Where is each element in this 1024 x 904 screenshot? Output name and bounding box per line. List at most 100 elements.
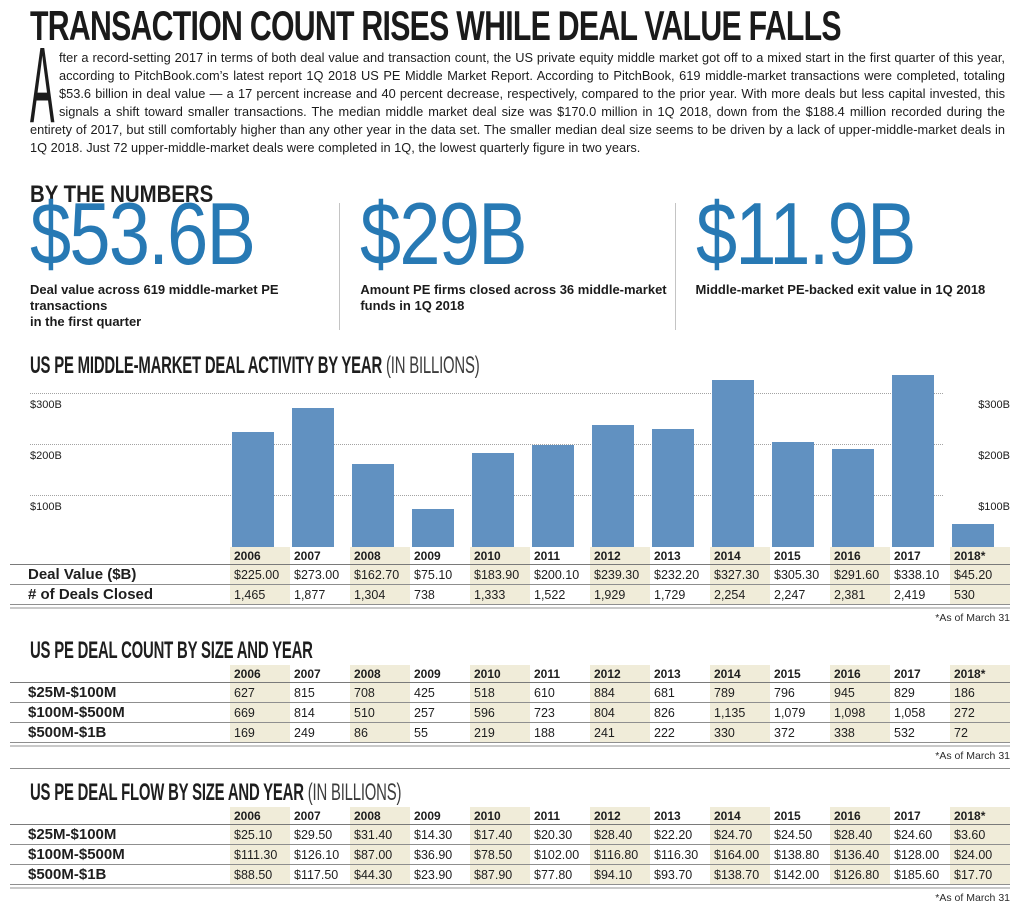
table-cell: 55 — [414, 725, 428, 740]
table-cell: 241 — [590, 723, 650, 742]
table-cell: $126.10 — [294, 847, 340, 862]
table-cell: 669 — [230, 703, 290, 722]
bar-2008 — [352, 464, 394, 547]
table-cell: $232.20 — [654, 567, 700, 582]
table-cell: $75.10 — [414, 567, 453, 582]
table-cell: $200.10 — [534, 567, 580, 582]
row-label: $500M-$1B — [28, 724, 107, 741]
year-header-cell: 2007 — [294, 666, 321, 681]
year-header-cell: 2008 — [350, 547, 410, 564]
table-cell: $138.80 — [774, 847, 820, 862]
deal-count-table: 2006 2007 2008 2009 2010 2011 2012 2013 2014 2015… — [10, 665, 1010, 747]
table-cell: $126.80 — [830, 865, 890, 884]
table-cell: 1,522 — [534, 587, 566, 602]
table-cell: $31.40 — [350, 825, 410, 844]
year-header-row: 2006 2007 2008 2009 2010 2011 2012 2013 2014 2015… — [10, 807, 1010, 825]
table-cell: $291.60 — [830, 565, 890, 584]
table-cell: $20.30 — [534, 827, 573, 842]
table-cell: 814 — [294, 705, 315, 720]
year-header-cell: 2010 — [470, 665, 530, 682]
table-cell: 829 — [894, 685, 915, 700]
table-cell: $77.80 — [534, 867, 573, 882]
year-header-cell: 2006 — [230, 547, 290, 564]
year-header-cell: 2008 — [350, 807, 410, 824]
table-cell: 249 — [294, 725, 315, 740]
bar-column — [890, 374, 950, 547]
bar-2010 — [472, 453, 514, 547]
table-cell: $87.00 — [350, 845, 410, 864]
stat-value-3: $11.9B — [695, 184, 916, 283]
table-cell: 826 — [654, 705, 675, 720]
bar-2017 — [892, 375, 934, 547]
bar-2015 — [772, 442, 814, 547]
bar-2016 — [832, 449, 874, 547]
table-row: $100M-$500M $111.30 $126.10 $87.00 $36.90 $78… — [10, 845, 1010, 865]
year-header-cell: 2009 — [414, 548, 441, 563]
table-cell: $111.30 — [230, 845, 290, 864]
year-header-cell: 2012 — [590, 807, 650, 824]
stat-deal-value: $53.6B Deal value across 619 middle-mark… — [30, 184, 339, 330]
table-cell: $162.70 — [350, 565, 410, 584]
table-cell: $87.90 — [470, 865, 530, 884]
row-label: $25M-$100M — [28, 684, 117, 701]
stat-caption-1: Deal value across 619 middle-market PE t… — [30, 282, 279, 329]
year-header-cell: 2015 — [774, 808, 801, 823]
table-row: $500M-$1B $88.50 $117.50 $44.30 $23.90 $87.90… — [10, 865, 1010, 885]
table-cell: 330 — [710, 723, 770, 742]
row-label: $100M-$500M — [28, 846, 125, 863]
gridline-label-left: $100B — [30, 500, 62, 513]
bar-column — [830, 374, 890, 547]
year-header-cell: 2013 — [654, 808, 681, 823]
stat-caption-2: Amount PE firms closed across 36 middle-… — [360, 282, 667, 313]
deal-activity-table: 2006 2007 2008 2009 2010 2011 2012 2013 2014 2015… — [10, 547, 1010, 609]
table-cell: 1,304 — [350, 585, 410, 604]
table-cell: 789 — [710, 683, 770, 702]
table-cell: 738 — [414, 587, 435, 602]
table-cell: $24.00 — [950, 845, 1010, 864]
year-header-cell: 2010 — [470, 547, 530, 564]
stat-value-1: $53.6B — [30, 184, 256, 283]
stat-funds-closed: $29B Amount PE firms closed across 36 mi… — [339, 190, 674, 330]
year-header-cell: 2018* — [950, 665, 1010, 682]
year-header-cell: 2013 — [654, 548, 681, 563]
gridline-label-left: $300B — [30, 398, 62, 411]
year-header-cell: 2017 — [894, 808, 921, 823]
table-cell: $24.70 — [710, 825, 770, 844]
row-label: Deal Value ($B) — [28, 566, 137, 583]
table-cell: 708 — [350, 683, 410, 702]
gridline-label-right: $200B — [978, 449, 1010, 462]
deal-flow-table: 2006 2007 2008 2009 2010 2011 2012 2013 2014 2015… — [10, 807, 1010, 889]
table-cell: 1,929 — [590, 585, 650, 604]
year-header-cell: 2011 — [534, 548, 561, 563]
year-header-row: 2006 2007 2008 2009 2010 2011 2012 2013 2014 2015… — [10, 665, 1010, 683]
year-header-cell: 2006 — [230, 807, 290, 824]
table-cell: $22.20 — [654, 827, 693, 842]
table-cell: $93.70 — [654, 867, 693, 882]
table-cell: 86 — [350, 723, 410, 742]
year-header-cell: 2011 — [534, 666, 561, 681]
table-cell: $28.40 — [590, 825, 650, 844]
table-cell: $45.20 — [950, 565, 1010, 584]
table-cell: $36.90 — [414, 847, 453, 862]
bar-column — [410, 374, 470, 547]
row-label: $500M-$1B — [28, 866, 107, 883]
table-cell: $225.00 — [230, 565, 290, 584]
bars-group — [230, 374, 1010, 547]
bar-column — [530, 374, 590, 547]
table-cell: 425 — [414, 685, 435, 700]
in-billions-note: (IN BILLIONS) — [307, 779, 402, 806]
table-cell: 2,247 — [774, 587, 806, 602]
year-header-cell: 2017 — [894, 666, 921, 681]
year-header-cell: 2007 — [294, 548, 321, 563]
deal-activity-bar-chart: $300B $300B $200B $200B $100B $100B — [30, 374, 1010, 547]
table-cell: 1,877 — [294, 587, 326, 602]
in-billions-note: (IN BILLIONS) — [385, 352, 480, 379]
year-header-cell: 2012 — [590, 665, 650, 682]
stats-row: $53.6B Deal value across 619 middle-mark… — [30, 184, 996, 330]
table-cell: $117.50 — [294, 867, 339, 882]
table-cell: $128.00 — [894, 847, 940, 862]
table-cell: 186 — [950, 683, 1010, 702]
table-cell: $17.70 — [950, 865, 1010, 884]
year-header-cell: 2010 — [470, 807, 530, 824]
